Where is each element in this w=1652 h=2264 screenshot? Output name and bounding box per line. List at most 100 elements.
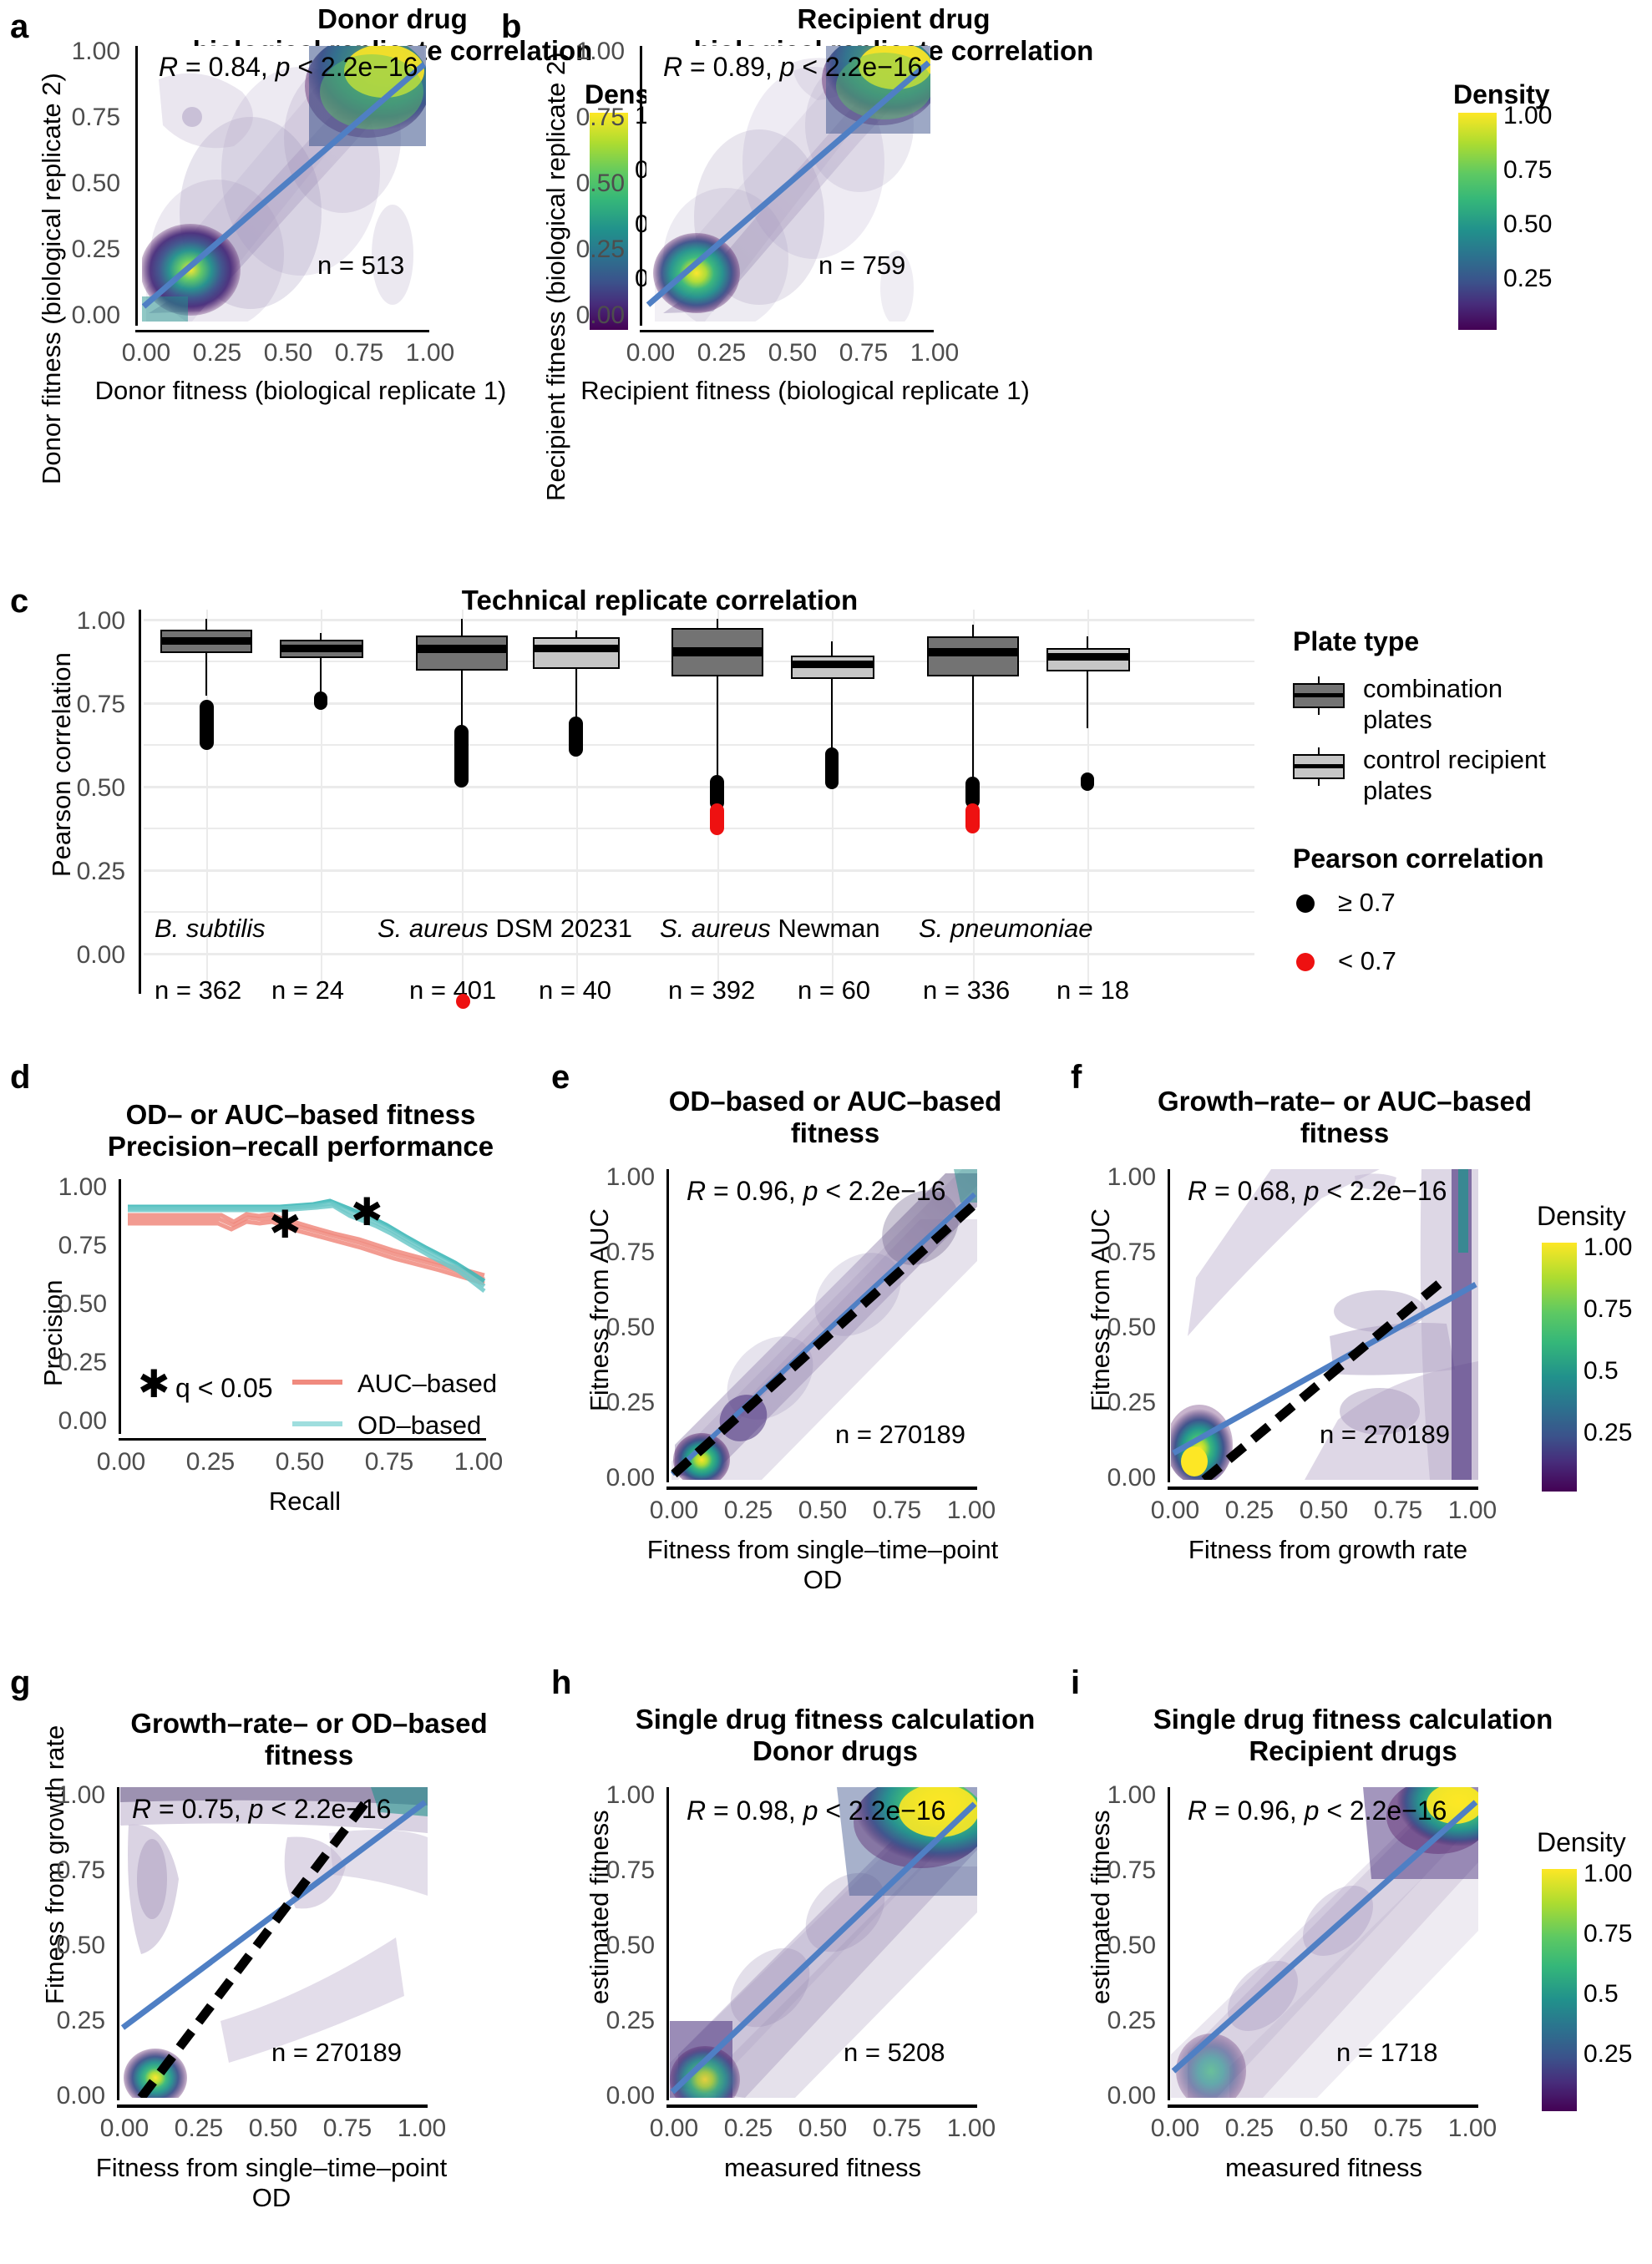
panel-g-xtick-3: 0.75 [322, 2115, 372, 2142]
panel-a-plot [142, 46, 426, 322]
panel-f-title-line2: fitness [1300, 1117, 1390, 1148]
legend-median [1293, 693, 1345, 697]
panel-d-title-line2: Precision–recall performance [107, 1131, 494, 1162]
panel-d-xtick-2: 0.50 [275, 1448, 325, 1476]
panel-c-n-label: n = 401 [409, 975, 497, 1005]
panel-d-xaxis [119, 1438, 486, 1441]
panel-a-ylabel: Donor fitness (biological replicate 2) [37, 73, 66, 484]
panel-i-plot [1171, 1787, 1478, 2098]
panel-i-yaxis [1168, 1787, 1170, 2100]
boxplot-outlier [454, 725, 469, 788]
panel-a-xtick-2: 0.50 [263, 339, 313, 367]
panel-i-xtick-1: 0.25 [1224, 2115, 1274, 2142]
panel-i-xtick-0: 0.00 [1150, 2115, 1200, 2142]
panel-f-stat: R = 0.68, p < 2.2e−16 [1188, 1176, 1447, 1207]
panel-e-ytick-4: 0.00 [606, 1464, 655, 1492]
panel-b-ytick-1: 0.75 [575, 104, 625, 131]
panel-c-gridline [144, 869, 1254, 872]
panel-b-ytick-0: 1.00 [575, 38, 625, 65]
boxplot-median [791, 661, 874, 668]
panel-a-ytick-2: 0.50 [71, 170, 120, 197]
panel-a-xlabel: Donor fitness (biological replicate 1) [94, 376, 507, 405]
panel-b-plot [646, 46, 930, 322]
panel-h-stat: R = 0.98, p < 2.2e−16 [687, 1795, 945, 1826]
panel-b-xlabel: Recipient fitness (biological replicate … [580, 376, 1030, 405]
panel-b-stat: R = 0.89, p < 2.2e−16 [663, 52, 922, 83]
boxplot-median [1046, 653, 1130, 661]
panel-d-xtick-4: 1.00 [454, 1448, 504, 1476]
panel-a-xtick-4: 1.00 [405, 339, 455, 367]
panel-f-xtick-1: 0.25 [1224, 1497, 1274, 1524]
panel-g-stat-text: = 0.75, [151, 1794, 249, 1824]
panel-h-xtick-4: 1.00 [946, 2115, 996, 2142]
panel-a-xaxis [135, 330, 429, 332]
panel-d-xlabel: Recall [268, 1487, 342, 1516]
panel-a-ytick-4: 0.00 [71, 301, 120, 329]
panel-d-ytick-3: 0.25 [58, 1349, 107, 1376]
panel-a-ytick-3: 0.25 [71, 236, 120, 263]
panel-c-vgridline [321, 610, 322, 994]
panel-c-ytick-4: 0.00 [76, 941, 125, 969]
panel-f-cbtick-0: 1.00 [1584, 1233, 1633, 1261]
panel-h-plot [670, 1787, 977, 2098]
boxplot-whisker [461, 619, 463, 727]
panel-b-n: n = 759 [818, 251, 906, 280]
panel-h-xtick-0: 0.00 [649, 2115, 699, 2142]
panel-a-ytick-0: 1.00 [71, 38, 120, 65]
panel-g-xtick-1: 0.25 [174, 2115, 224, 2142]
panel-a-stat: R = 0.84, p < 2.2e−16 [159, 52, 418, 83]
panel-f-ytick-0: 1.00 [1107, 1163, 1156, 1191]
panel-i-n: n = 1718 [1336, 2038, 1438, 2067]
panel-b-density-legend-title: Density [1453, 79, 1550, 109]
panel-c-legend-label-combination: combination plates [1363, 673, 1503, 735]
panel-c-plate-type-legend-title: Plate type [1293, 626, 1420, 656]
panel-c-gridline [144, 953, 1254, 955]
panel-h-stat-p: p [803, 1795, 818, 1826]
panel-c-n-label: n = 362 [155, 975, 242, 1005]
panel-e-stat: R = 0.96, p < 2.2e−16 [687, 1176, 945, 1207]
panel-f-cbtick-2: 0.5 [1584, 1357, 1619, 1385]
panel-f-xtick-4: 1.00 [1447, 1497, 1497, 1524]
legend-label-line1: control recipient [1363, 745, 1546, 774]
species-name-plain: Newman [770, 914, 880, 943]
panel-h-title-line1: Single drug fitness calculation [635, 1704, 1036, 1735]
panel-i-ytick-1: 0.75 [1107, 1856, 1156, 1884]
boxplot-outlier [1081, 772, 1094, 791]
panel-d-xtick-1: 0.25 [185, 1448, 236, 1476]
panel-d-legend-label-od: OD–based [357, 1411, 482, 1440]
panel-c-n-label: n = 392 [668, 975, 756, 1005]
panel-i-stat-text: = 0.96, [1207, 1795, 1305, 1826]
panel-f-stat-text: = 0.68, [1207, 1176, 1305, 1206]
panel-b-cbtick-2: 0.50 [1503, 210, 1553, 238]
boxplot-outlier [965, 777, 980, 808]
panel-e-xlabel: Fitness from single–time–point OD [646, 1535, 999, 1594]
boxplot-median [416, 645, 508, 653]
panel-b-xtick-3: 0.75 [839, 339, 889, 367]
panel-b-xtick-0: 0.00 [626, 339, 676, 367]
panel-e-stat-text: = 0.96, [706, 1176, 803, 1206]
boxplot-box [927, 636, 1019, 676]
panel-b-cbtick-0: 1.00 [1503, 102, 1553, 129]
boxplot-median [160, 637, 252, 645]
panel-h-ytick-3: 0.25 [606, 2007, 655, 2034]
panel-b-colorbar [1458, 113, 1497, 330]
panel-b-ytick-3: 0.25 [575, 236, 625, 263]
panel-d-significance-marker-auc: ✱ [269, 1203, 302, 1246]
panel-d-legend-swatch-auc [292, 1380, 342, 1385]
panel-a-stat-text: = 0.84, [178, 52, 276, 82]
boxplot-median [671, 647, 763, 656]
panel-e-xtick-1: 0.25 [723, 1497, 773, 1524]
panel-f-cbtick-1: 0.75 [1584, 1295, 1633, 1323]
panel-g-xlabel: Fitness from single–time–point OD [95, 2153, 448, 2212]
panel-a-stat-p: p [275, 52, 291, 82]
panel-c-n-label: n = 60 [798, 975, 871, 1005]
legend-median [1293, 764, 1345, 768]
panel-d-title-line1: OD– or AUC–based fitness [125, 1099, 476, 1130]
panel-c-species-label: S. pneumoniae [919, 914, 1093, 944]
panel-d-q-note: q < 0.05 [175, 1373, 273, 1403]
panel-c-gridline [144, 619, 1254, 621]
panel-f-ytick-4: 0.00 [1107, 1464, 1156, 1492]
panel-e-ytick-2: 0.50 [606, 1314, 655, 1341]
panel-e-stat-ptext: < 2.2e−16 [818, 1176, 946, 1206]
boxplot-median [280, 645, 363, 652]
